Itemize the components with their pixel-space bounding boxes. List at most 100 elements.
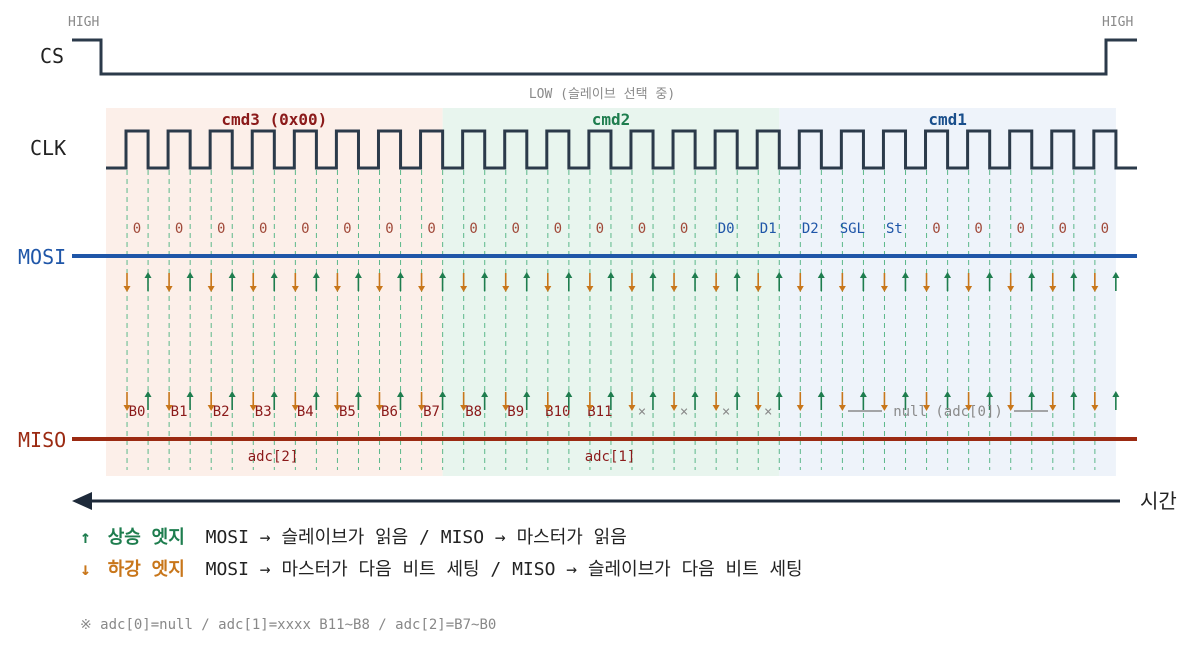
falling-arrow-icon-head [1049, 405, 1057, 411]
rising-arrow-icon-head [270, 272, 278, 278]
falling-arrow-icon: ↓ [80, 559, 91, 580]
miso-bit: × [764, 404, 772, 420]
mosi-bit: 0 [596, 221, 604, 237]
rising-arrow-icon-head [1112, 272, 1120, 278]
miso-bit: B11 [587, 404, 612, 420]
mosi-bit: 0 [427, 221, 435, 237]
falling-arrow-icon-head [838, 405, 846, 411]
adc2-label: adc[2] [248, 449, 299, 465]
mosi-bit: St [886, 221, 903, 237]
miso-bit: × [680, 404, 688, 420]
falling-arrow-icon-head [375, 405, 383, 411]
cs-low-label: LOW (슬레이브 선택 중) [529, 87, 675, 102]
miso-bit: B0 [129, 404, 146, 420]
rising-arrow-icon-head [439, 272, 447, 278]
falling-arrow-icon-head [965, 405, 973, 411]
rising-text: MOSI → 슬레이브가 읽음 / MISO → 마스터가 읽음 [205, 527, 627, 548]
falling-arrow-icon-head [1007, 405, 1015, 411]
falling-key: 하강 엣지 [107, 559, 185, 580]
falling-arrow-icon-head [880, 405, 888, 411]
falling-arrow-icon-head [333, 286, 341, 292]
falling-arrow-icon-head [249, 286, 257, 292]
falling-arrow-icon-head [754, 286, 762, 292]
falling-arrow-icon-head [670, 405, 678, 411]
falling-arrow-icon-head [754, 405, 762, 411]
rising-arrow-icon-head [312, 272, 320, 278]
rising-arrow-icon-head [607, 391, 615, 397]
rising-arrow-icon-head [691, 391, 699, 397]
falling-arrow-icon-head [712, 286, 720, 292]
mosi-bit: D1 [760, 221, 777, 237]
rising-arrow-icon-head [901, 272, 909, 278]
rising-arrow-icon-head [354, 391, 362, 397]
falling-arrow-icon-head [796, 405, 804, 411]
rising-arrow-icon-head [986, 272, 994, 278]
falling-arrow-icon-head [249, 405, 257, 411]
miso-bit: B10 [545, 404, 570, 420]
falling-arrow-icon-head [670, 286, 678, 292]
falling-arrow-icon-head [502, 405, 510, 411]
mosi-bit: 0 [932, 221, 940, 237]
mosi-bit: 0 [175, 221, 183, 237]
rising-arrow-icon-head [186, 272, 194, 278]
time-arrowhead-icon [72, 492, 92, 510]
rising-arrow-icon-head [396, 391, 404, 397]
miso-bit: B3 [255, 404, 272, 420]
rising-arrow-icon-head [565, 391, 573, 397]
miso-null-label: null (adc[0]) [893, 404, 1003, 420]
miso-bit: B6 [381, 404, 398, 420]
falling-arrow-icon-head [838, 286, 846, 292]
falling-arrow-icon-head [1049, 286, 1057, 292]
rising-arrow-icon-head [523, 272, 531, 278]
rising-arrow-icon-head [817, 391, 825, 397]
rising-arrow-icon-head [144, 272, 152, 278]
falling-arrow-icon-head [165, 405, 173, 411]
rising-arrow-icon-head [944, 391, 952, 397]
rising-arrow-icon-head [186, 391, 194, 397]
rising-arrow-icon-head [228, 391, 236, 397]
falling-arrow-icon-head [375, 286, 383, 292]
miso-bit: B4 [297, 404, 314, 420]
cs-label: CS [40, 44, 64, 68]
mosi-bit: D2 [802, 221, 819, 237]
falling-arrow-icon-head [923, 405, 931, 411]
rising-arrow-icon-head [733, 391, 741, 397]
rising-arrow-icon-head [481, 272, 489, 278]
rising-arrow-icon-head [817, 272, 825, 278]
mosi-bit: 0 [974, 221, 982, 237]
mosi-bit: 0 [638, 221, 646, 237]
falling-arrow-icon-head [333, 405, 341, 411]
miso-bit: B9 [507, 404, 524, 420]
falling-arrow-icon-head [418, 286, 426, 292]
falling-arrow-icon-head [418, 405, 426, 411]
falling-text: MOSI → 마스터가 다음 비트 세팅 / MISO → 슬레이브가 다음 비… [205, 559, 803, 580]
rising-arrow-icon-head [649, 272, 657, 278]
falling-arrow-icon-head [460, 286, 468, 292]
falling-arrow-icon-head [628, 286, 636, 292]
phase-label-2: cmd1 [928, 110, 967, 129]
mosi-bit: D0 [718, 221, 735, 237]
rising-arrow-icon-head [944, 272, 952, 278]
mosi-bit: 0 [301, 221, 309, 237]
clk-waveform [106, 129, 1137, 170]
rising-arrow-icon-head [733, 272, 741, 278]
falling-arrow-icon-head [965, 286, 973, 292]
rising-arrow-icon-head [775, 272, 783, 278]
falling-arrow-icon-head [1091, 286, 1099, 292]
falling-arrow-icon-head [502, 286, 510, 292]
mosi-bit: 0 [217, 221, 225, 237]
miso-bit: B1 [171, 404, 188, 420]
mosi-bit: 0 [1059, 221, 1067, 237]
adc1-label: adc[1] [585, 449, 636, 465]
time-label: 시간 [1140, 489, 1177, 513]
falling-arrow-icon-head [796, 286, 804, 292]
falling-arrow-icon-head [923, 286, 931, 292]
falling-arrow-icon-head [291, 405, 299, 411]
miso-bit: B5 [339, 404, 356, 420]
miso-bit: B2 [213, 404, 230, 420]
miso-bit: × [722, 404, 730, 420]
falling-arrow-icon-head [1007, 286, 1015, 292]
rising-arrow-icon-head [859, 391, 867, 397]
falling-arrow-icon-head [544, 405, 552, 411]
